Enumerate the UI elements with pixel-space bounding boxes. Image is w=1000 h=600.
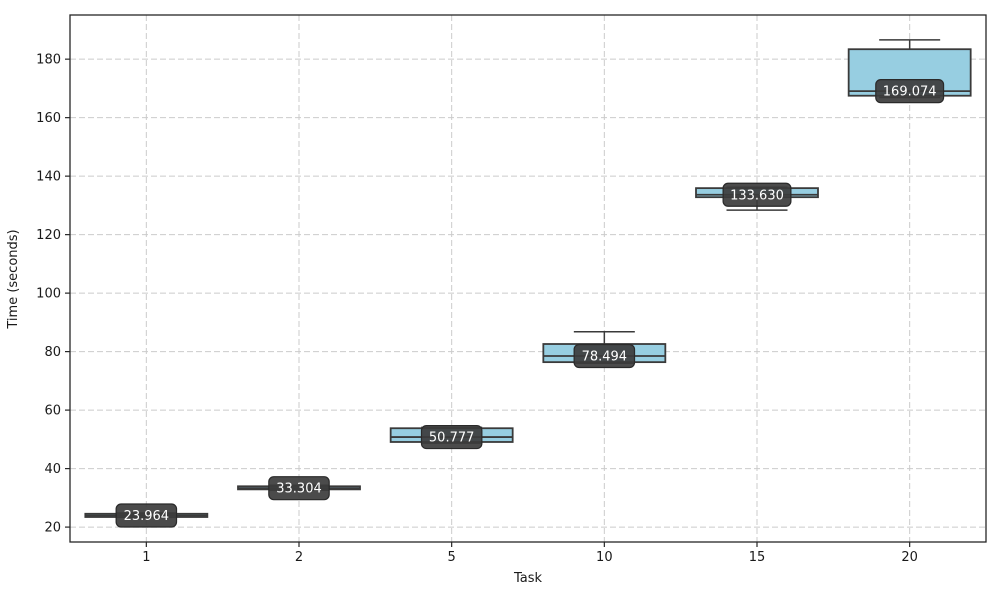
x-tick-label: 2 <box>295 550 303 565</box>
y-tick-label: 180 <box>36 53 61 68</box>
box-task-5: 50.777 <box>389 424 514 450</box>
y-tick-label: 140 <box>36 170 61 185</box>
median-value-text: 50.777 <box>429 431 475 446</box>
y-tick-label: 60 <box>44 404 61 419</box>
y-tick-label: 20 <box>44 521 61 536</box>
y-tick-label: 160 <box>36 111 61 126</box>
box-task-1: 23.964 <box>84 503 209 528</box>
y-axis-label: Time (seconds) <box>6 229 21 329</box>
box-task-10: 78.494 <box>542 330 667 369</box>
y-tick-label: 80 <box>44 345 61 360</box>
box-task-15: 133.630 <box>695 182 819 211</box>
y-tick-label: 40 <box>44 462 61 477</box>
median-value-text: 23.964 <box>124 509 170 524</box>
median-value-badge <box>115 503 178 528</box>
box-task-2: 33.304 <box>237 476 361 501</box>
boxes: 23.964 33.304 50.777 78.494 133.630 169.074 <box>84 39 972 528</box>
x-tick-label: 5 <box>448 550 456 565</box>
axes: 20 40 60 80 100 120 140 160 180 1 2 5 10 15 20 <box>36 14 987 565</box>
gridlines <box>70 15 986 542</box>
box-task-20: 169.074 <box>847 39 972 104</box>
median-value-badge <box>420 424 483 450</box>
y-tick-label: 120 <box>36 228 61 243</box>
x-tick-label: 10 <box>596 550 613 565</box>
median-value-text: 78.494 <box>582 350 628 365</box>
y-tick-label: 100 <box>36 287 61 302</box>
median-value-badge <box>573 343 636 369</box>
x-axis-label: Task <box>513 571 543 586</box>
x-tick-label: 20 <box>901 550 918 565</box>
median-value-text: 169.074 <box>883 85 937 100</box>
median-value-text: 33.304 <box>276 482 322 497</box>
plot-border <box>69 14 987 543</box>
median-value-badge <box>875 79 945 104</box>
median-value-text: 133.630 <box>730 188 784 203</box>
x-tick-label: 15 <box>749 550 766 565</box>
median-value-badge <box>268 476 330 501</box>
median-value-badge <box>722 182 792 207</box>
x-tick-label: 1 <box>142 550 150 565</box>
